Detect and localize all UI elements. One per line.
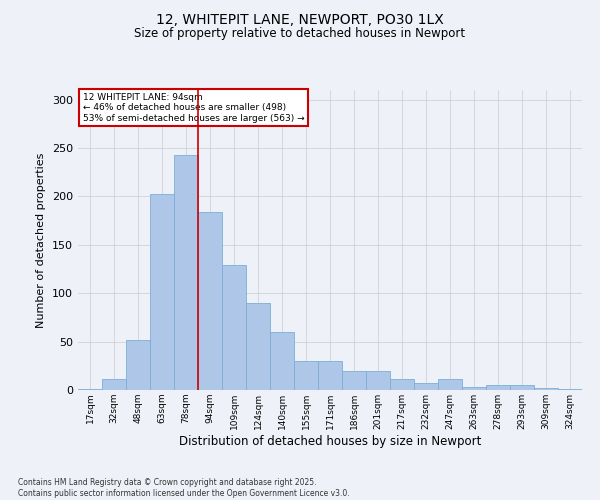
Bar	[486, 385, 510, 390]
Bar	[198, 212, 222, 390]
X-axis label: Distribution of detached houses by size in Newport: Distribution of detached houses by size …	[179, 434, 481, 448]
Text: Size of property relative to detached houses in Newport: Size of property relative to detached ho…	[134, 28, 466, 40]
Bar	[342, 370, 366, 390]
Bar	[390, 380, 414, 390]
Bar	[318, 361, 342, 390]
Text: 12, WHITEPIT LANE, NEWPORT, PO30 1LX: 12, WHITEPIT LANE, NEWPORT, PO30 1LX	[156, 12, 444, 26]
Text: 12 WHITEPIT LANE: 94sqm
← 46% of detached houses are smaller (498)
53% of semi-d: 12 WHITEPIT LANE: 94sqm ← 46% of detache…	[83, 93, 305, 123]
Bar	[174, 155, 198, 390]
Bar	[438, 380, 462, 390]
Bar	[462, 387, 486, 390]
Bar	[246, 303, 270, 390]
Bar	[150, 194, 174, 390]
Bar	[558, 389, 582, 390]
Bar	[126, 340, 150, 390]
Bar	[414, 383, 438, 390]
Bar	[534, 388, 558, 390]
Y-axis label: Number of detached properties: Number of detached properties	[37, 152, 46, 328]
Bar	[270, 332, 294, 390]
Bar	[510, 385, 534, 390]
Bar	[78, 389, 102, 390]
Bar	[102, 380, 126, 390]
Text: Contains HM Land Registry data © Crown copyright and database right 2025.
Contai: Contains HM Land Registry data © Crown c…	[18, 478, 350, 498]
Bar	[366, 370, 390, 390]
Bar	[222, 265, 246, 390]
Bar	[294, 361, 318, 390]
